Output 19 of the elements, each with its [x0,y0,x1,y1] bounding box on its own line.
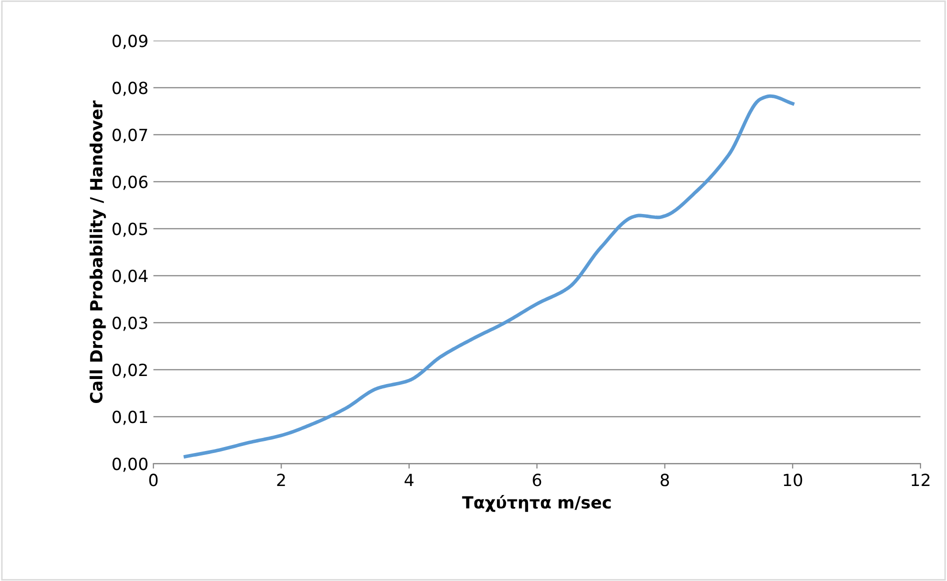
y-tick-label: 0,00 [112,458,148,472]
x-tick-label: 4 [404,474,414,486]
y-tick-label: 0,03 [112,316,148,331]
y-tick-label: 0,02 [112,364,147,378]
x-axis-title: Ταχύτητα m/sec [462,495,611,512]
y-tick-label: 0,09 [112,34,148,49]
x-tick-label: 10 [784,474,802,486]
x-tick-label: 8 [660,474,669,486]
x-tick-label: 0 [149,474,158,486]
x-tick-label: 2 [277,474,285,486]
y-tick-label: 0,07 [112,128,148,143]
y-tick-label: 0,08 [112,82,148,96]
y-tick-label: 0,06 [112,176,148,190]
x-tick-label: 6 [532,474,542,486]
y-axis-title: Call Drop Probability / Handover [90,100,106,404]
y-tick-label: 0,04 [112,270,148,284]
y-tick-label: 0,01 [112,410,148,425]
x-tick-label: 12 [912,474,930,486]
y-tick-label: 0,05 [112,222,148,237]
